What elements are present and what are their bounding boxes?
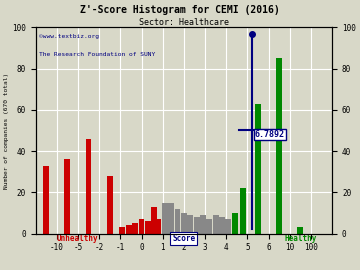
Bar (219, 217, 225, 234)
Bar (194, 217, 199, 234)
Bar (240, 188, 246, 234)
Bar (156, 219, 161, 234)
Bar (132, 223, 138, 234)
Bar (187, 215, 193, 234)
Text: 6.7892: 6.7892 (255, 130, 285, 139)
Bar (64, 159, 70, 234)
Bar (107, 176, 113, 234)
Bar (213, 215, 219, 234)
Bar (276, 58, 282, 234)
Bar (43, 166, 49, 234)
Bar (181, 213, 187, 234)
Title: Sector: Healthcare: Sector: Healthcare (139, 18, 229, 27)
Bar (151, 207, 157, 234)
Text: Score: Score (172, 234, 195, 243)
Bar (297, 227, 303, 234)
Bar (86, 139, 91, 234)
Bar (139, 219, 144, 234)
Bar (255, 104, 261, 234)
Text: ©www.textbiz.org: ©www.textbiz.org (39, 33, 99, 39)
Bar (200, 215, 206, 234)
Bar (162, 203, 168, 234)
Bar (168, 203, 174, 234)
Bar (206, 219, 212, 234)
Bar (120, 227, 125, 234)
Text: The Research Foundation of SUNY: The Research Foundation of SUNY (39, 52, 155, 57)
Bar (145, 221, 151, 234)
Text: Healthy: Healthy (284, 234, 317, 243)
Text: Z'-Score Histogram for CEMI (2016): Z'-Score Histogram for CEMI (2016) (80, 5, 280, 15)
Bar (126, 225, 132, 234)
Y-axis label: Number of companies (670 total): Number of companies (670 total) (4, 72, 9, 189)
Text: Unhealthy: Unhealthy (57, 234, 99, 243)
Bar (175, 209, 180, 234)
Bar (225, 219, 231, 234)
Bar (232, 213, 238, 234)
